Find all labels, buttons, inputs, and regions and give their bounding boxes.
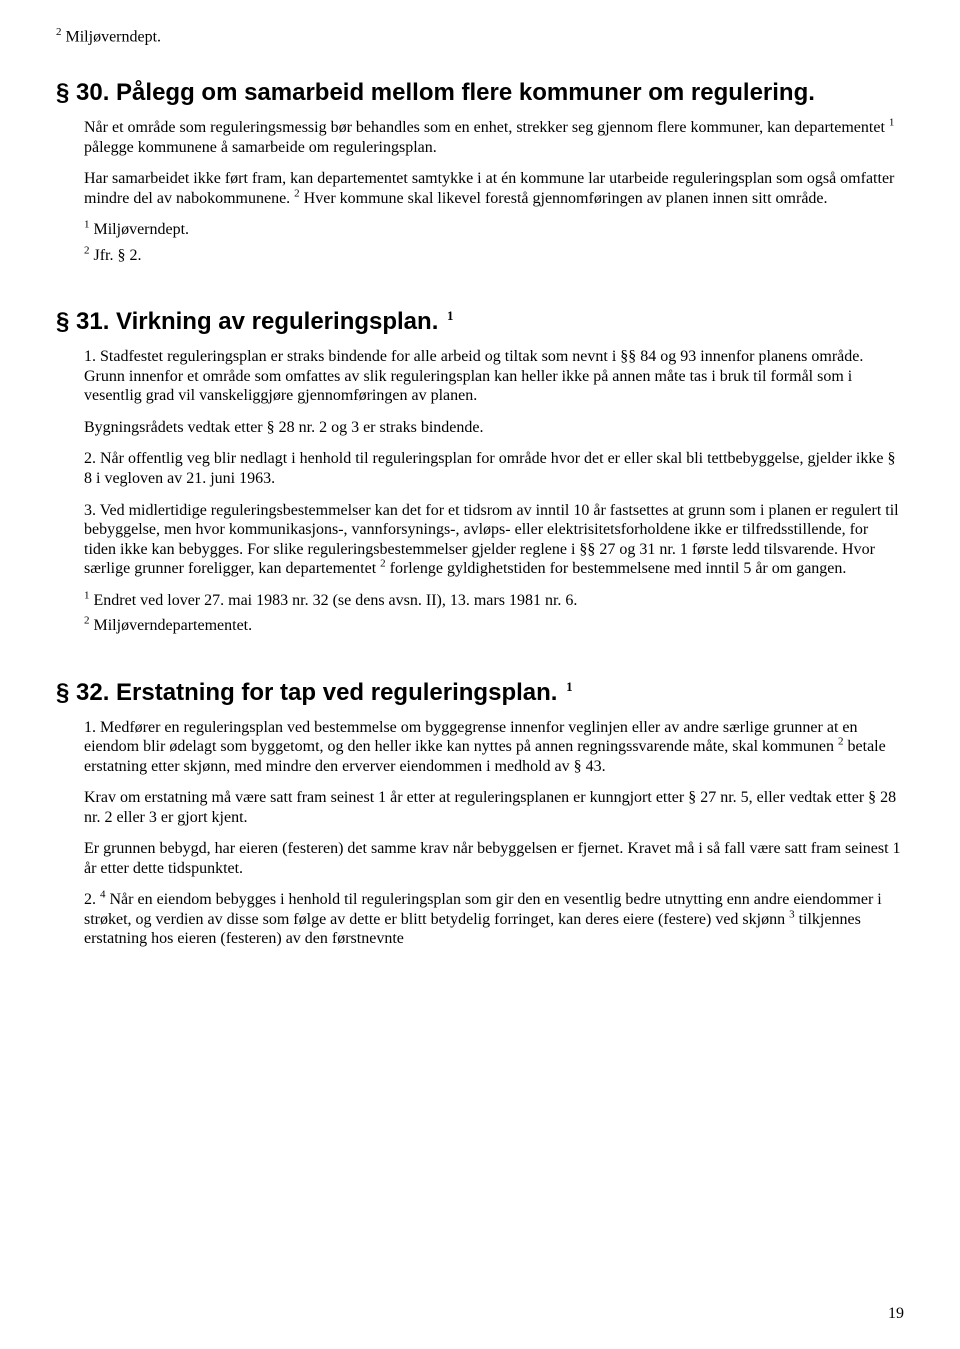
section-31-p4: 3. Ved midlertidige reguleringsbestemmel… — [84, 501, 904, 579]
section-32-heading-text: § 32. Erstatning for tap ved regulerings… — [56, 679, 564, 706]
section-32-heading-sup: 1 — [566, 679, 573, 694]
section-32-p1a: 1. Medfører en reguleringsplan ved beste… — [84, 719, 858, 756]
section-30-fn2: 2 Jfr. § 2. — [84, 246, 904, 266]
section-30-heading-text: § 30. Pålegg om samarbeid mellom flere k… — [56, 79, 815, 106]
section-31-fn2: 2 Miljøverndepartementet. — [84, 616, 904, 636]
section-31-p1: 1. Stadfestet reguleringsplan er straks … — [84, 347, 904, 406]
section-32-heading: § 32. Erstatning for tap ved regulerings… — [56, 678, 904, 708]
section-30-heading: § 30. Pålegg om samarbeid mellom flere k… — [56, 78, 904, 108]
section-30-p2: Har samarbeidet ikke ført fram, kan depa… — [84, 169, 904, 208]
section-32-p1: 1. Medfører en reguleringsplan ved beste… — [84, 718, 904, 777]
section-31-p4b: forlenge gyldighetstiden for bestemmelse… — [386, 560, 847, 577]
section-30-p1b: pålegge kommunene å samarbeide om regule… — [84, 139, 437, 156]
section-32-body: 1. Medfører en reguleringsplan ved beste… — [84, 718, 904, 949]
section-32-p3: Er grunnen bebygd, har eieren (festeren)… — [84, 839, 904, 878]
top-footnote-text: Miljøverndept. — [62, 28, 162, 45]
section-31-p2: Bygningsrådets vedtak etter § 28 nr. 2 o… — [84, 418, 904, 438]
section-32-p4b: Når en eiendom bebygges i henhold til re… — [84, 891, 882, 928]
section-30-fn1: 1 Miljøverndept. — [84, 220, 904, 240]
section-31-p3: 2. Når offentlig veg blir nedlagt i henh… — [84, 449, 904, 488]
section-30-p2b: Hver kommune skal likevel forestå gjenno… — [300, 190, 828, 207]
section-31-heading-text: § 31. Virkning av reguleringsplan. — [56, 308, 445, 335]
section-31-fn1: 1 Endret ved lover 27. mai 1983 nr. 32 (… — [84, 591, 904, 611]
page-number: 19 — [888, 1305, 904, 1323]
section-31-heading-sup: 1 — [447, 308, 454, 323]
section-32-p4a: 2. — [84, 891, 100, 908]
section-30-fn2-text: Jfr. § 2. — [90, 247, 142, 264]
section-31-body: 1. Stadfestet reguleringsplan er straks … — [84, 347, 904, 635]
section-30-body: Når et område som reguleringsmessig bør … — [84, 118, 904, 265]
top-footnote: 2 Miljøverndept. — [56, 26, 904, 46]
section-32-p4: 2. 4 Når en eiendom bebygges i henhold t… — [84, 890, 904, 949]
section-31-fn2-text: Miljøverndepartementet. — [90, 617, 253, 634]
section-30-p1-sup: 1 — [889, 117, 895, 129]
section-31-heading: § 31. Virkning av reguleringsplan. 1 — [56, 307, 904, 337]
section-30-p1: Når et område som reguleringsmessig bør … — [84, 118, 904, 157]
section-32-p2: Krav om erstatning må være satt fram sei… — [84, 788, 904, 827]
section-30-fn1-text: Miljøverndept. — [90, 221, 190, 238]
section-31-fn1-text: Endret ved lover 27. mai 1983 nr. 32 (se… — [90, 592, 578, 609]
section-30-p1a: Når et område som reguleringsmessig bør … — [84, 119, 889, 136]
